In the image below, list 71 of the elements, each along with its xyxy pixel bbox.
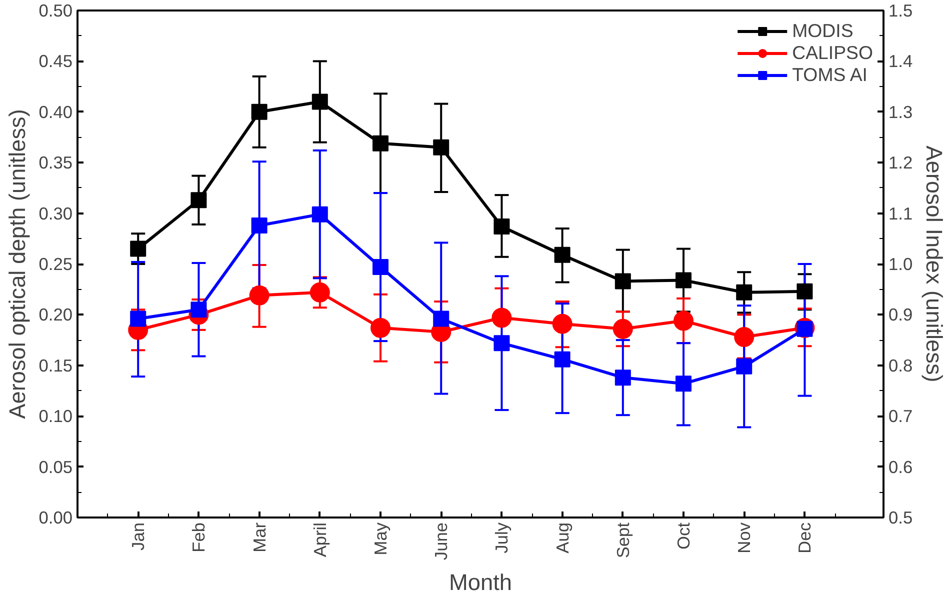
- y-tick-label: 0.15: [38, 355, 73, 376]
- y2-tick-label: 1.0: [888, 254, 913, 274]
- y2-tick-label: 0.7: [888, 406, 913, 426]
- y2-axis-title: Aerosol Index (unitless): [922, 146, 948, 382]
- x-tick-label: Feb: [188, 522, 209, 552]
- x-tick-label: May: [370, 522, 391, 556]
- legend-label: MODIS: [792, 20, 854, 42]
- y2-tick-label: 0.8: [888, 355, 913, 376]
- y2-tick-label: 1.5: [888, 0, 913, 20]
- y2-tick-label: 0.5: [888, 508, 913, 528]
- x-tick-label: Jan: [128, 522, 148, 550]
- point: [736, 358, 752, 374]
- y2-tick-label: 1.2: [888, 152, 913, 173]
- point: [676, 272, 692, 288]
- point: [433, 139, 450, 156]
- x-tick-label: Nov: [734, 522, 754, 554]
- point: [492, 308, 512, 328]
- x-tick-label: Sept: [612, 522, 633, 558]
- y2-tick-label: 1.3: [888, 102, 913, 122]
- x-axis-title: Month: [449, 569, 512, 596]
- point: [612, 318, 633, 339]
- point: [130, 240, 146, 257]
- point: [251, 104, 268, 120]
- y2-tick-label: 0.6: [888, 456, 913, 477]
- x-tick-label: June: [431, 522, 452, 560]
- point: [494, 218, 510, 234]
- x-tick-label: Dec: [794, 522, 815, 554]
- x-tick-label: April: [310, 522, 330, 558]
- point: [249, 285, 270, 306]
- point: [676, 376, 692, 392]
- point: [494, 335, 510, 352]
- y-tick-label: 0.10: [38, 406, 73, 426]
- point: [372, 259, 389, 276]
- x-tick-label: Aug: [552, 522, 572, 554]
- y-tick-label: 0.25: [38, 254, 73, 274]
- point: [190, 192, 207, 208]
- point: [554, 246, 570, 263]
- point: [312, 206, 328, 222]
- point: [130, 310, 146, 327]
- y-tick-label: 0.35: [38, 152, 73, 173]
- point: [190, 302, 207, 318]
- point: [310, 282, 330, 302]
- y-tick-label: 0.50: [38, 0, 73, 20]
- y2-tick-label: 1.1: [888, 203, 913, 224]
- y-tick-label: 0.05: [38, 456, 73, 477]
- point: [614, 273, 631, 290]
- y2-tick-label: 0.9: [888, 304, 913, 325]
- y-tick-label: 0.00: [38, 508, 73, 528]
- point: [312, 94, 328, 110]
- x-tick-label: Mar: [249, 522, 270, 552]
- x-tick-label: July: [492, 522, 512, 554]
- point: [674, 310, 694, 331]
- y-tick-label: 0.30: [38, 203, 73, 224]
- point: [552, 314, 572, 334]
- legend-label: TOMS AI: [792, 64, 868, 86]
- point: [251, 217, 268, 234]
- point: [433, 310, 450, 327]
- x-tick-label: Oct: [674, 522, 694, 550]
- point: [796, 283, 813, 300]
- y-tick-label: 0.45: [38, 51, 73, 72]
- y-tick-label: 0.40: [38, 102, 73, 122]
- point: [372, 135, 389, 152]
- point: [370, 318, 391, 338]
- point: [734, 327, 754, 347]
- y-axis-title: Aerosol optical depth (unitless): [4, 109, 30, 419]
- legend-label: CALIPSO: [792, 42, 873, 64]
- point: [614, 370, 631, 386]
- point: [554, 351, 570, 368]
- y-tick-label: 0.20: [38, 304, 73, 325]
- point: [736, 284, 752, 300]
- y2-tick-label: 1.4: [888, 51, 913, 72]
